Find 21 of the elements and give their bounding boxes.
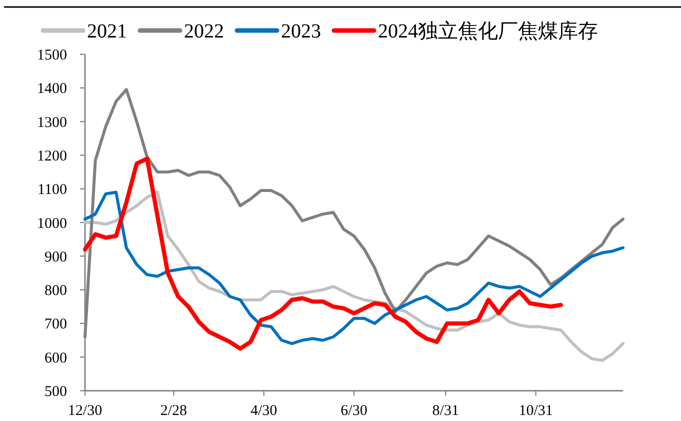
y-tick-label: 1300 [37,114,67,131]
x-tick-label: 4/30 [250,403,278,420]
y-tick-label: 1200 [37,148,67,164]
x-tick-label: 2/28 [160,403,188,420]
y-tick-label: 800 [44,283,67,300]
y-tick-label: 1100 [38,182,67,198]
legend-label: 2021 [87,20,127,42]
x-tick-label: 10/31 [518,403,553,420]
y-tick-label: 700 [44,316,67,333]
legend-label: 2024独立焦化厂焦煤库存 [378,20,598,42]
x-tick-label: 12/30 [68,403,102,420]
y-tick-label: 600 [44,350,67,366]
x-tick-label: 6/30 [340,403,368,420]
x-tick-label: 8/31 [432,403,459,420]
y-tick-label: 1400 [37,81,67,98]
y-tick-label: 900 [44,249,67,266]
legend-label: 2023 [281,20,321,42]
y-tick-label: 500 [44,384,67,400]
y-tick-label: 1000 [37,216,67,232]
legend-label: 2022 [184,20,224,42]
y-tick-label: 1500 [37,48,67,64]
